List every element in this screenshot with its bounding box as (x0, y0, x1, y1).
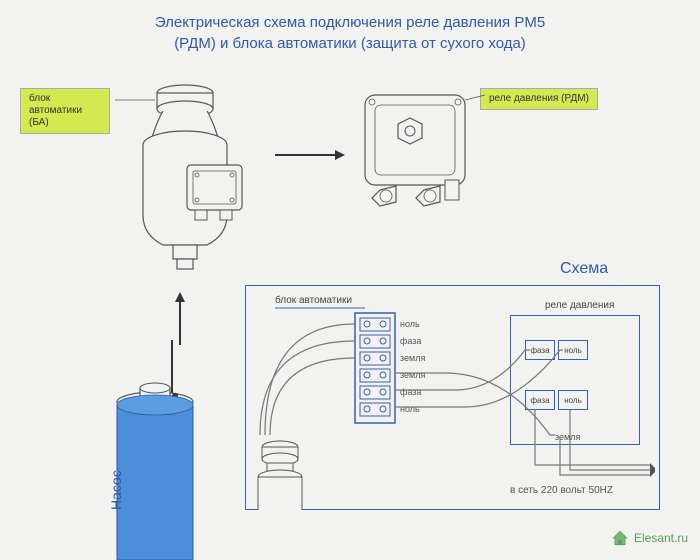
automation-device-drawing (115, 75, 265, 295)
pump-drawing (100, 340, 220, 560)
schema-title: Схема (560, 260, 608, 278)
diagram-title: Электрическая схема подключения реле дав… (0, 0, 700, 62)
label-automation-block: блок автоматики (БА) (20, 88, 110, 134)
footer-text: Elesant.ru (634, 531, 688, 545)
footer-brand: Elesant.ru (610, 528, 688, 548)
title-line-1: Электрическая схема подключения реле дав… (155, 14, 545, 31)
schema-pump-drawing (255, 435, 315, 510)
label-pressure-relay: реле давления (РДМ) (480, 88, 598, 110)
arrow-up (165, 290, 195, 350)
pressure-relay-drawing (350, 80, 490, 240)
title-line-2: (РДМ) и блока автоматики (защита от сухо… (174, 35, 526, 52)
schema-wires (395, 310, 655, 500)
arrow-right (270, 140, 350, 170)
pump-label: Насос (108, 470, 124, 510)
mains-label: в сеть 220 вольт 50HZ (510, 485, 613, 496)
house-icon (610, 528, 630, 548)
